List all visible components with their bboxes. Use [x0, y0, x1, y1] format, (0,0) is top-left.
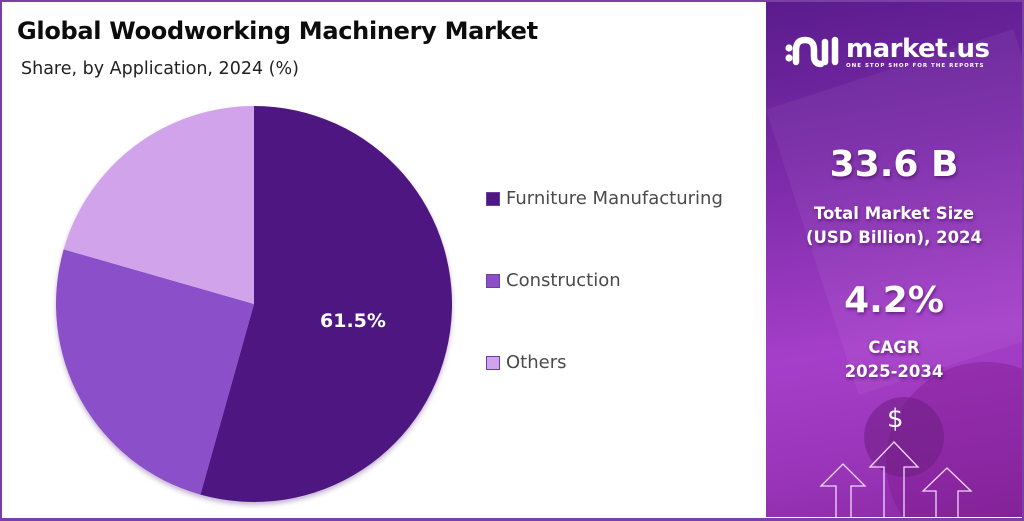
legend-label: Furniture Manufacturing [506, 188, 723, 209]
chart-panel: Global Woodworking Machinery Market Shar… [2, 2, 766, 517]
cagr-value: 4.2% [844, 280, 944, 321]
legend-item-construction: Construction [486, 270, 621, 291]
legend-item-furniture-manufacturing: Furniture Manufacturing [486, 188, 723, 209]
pie-chart [56, 106, 453, 503]
market-size-description: Total Market Size (USD Billion), 2024 [766, 202, 1022, 250]
legend-item-others: Others [486, 352, 567, 373]
legend-swatch-icon [486, 355, 500, 370]
cagr-description: CAGR 2025-2034 [766, 336, 1022, 384]
cagr-period: 2025-2034 [844, 362, 944, 381]
legend-label: Construction [506, 270, 621, 291]
cagr-label: CAGR [868, 338, 920, 357]
legend-label: Others [506, 352, 567, 373]
pie-slice-others [63, 106, 255, 304]
market-size-unit-year: (USD Billion), 2024 [805, 228, 983, 247]
market-size-label: Total Market Size [813, 204, 975, 223]
dollar-icon: $ [887, 404, 904, 434]
brand-logo: market.us ONE STOP SHOP FOR THE REPORTS [784, 32, 990, 72]
market-size-value: 33.6 B [829, 144, 959, 185]
pie-slice-furniture-manufacturing [200, 106, 453, 503]
cagr-stat: 4.2% [766, 280, 1022, 321]
market-size-stat: 33.6 B [766, 144, 1022, 185]
pie-slice-label-furniture: 61.5% [320, 310, 386, 332]
chart-title: Global Woodworking Machinery Market [17, 17, 538, 45]
stats-sidebar: market.us ONE STOP SHOP FOR THE REPORTS … [766, 2, 1022, 517]
market-us-logo-icon [785, 36, 839, 68]
legend-swatch-icon [486, 191, 500, 206]
brand-tagline: ONE STOP SHOP FOR THE REPORTS [846, 62, 985, 69]
chart-subtitle: Share, by Application, 2024 (%) [21, 59, 299, 79]
legend-swatch-icon [486, 273, 500, 288]
pie-slice-construction [56, 249, 255, 495]
coin-circle-decoration [864, 397, 944, 477]
growth-arrows-icon [819, 441, 973, 517]
brand-name: market.us [846, 33, 990, 64]
